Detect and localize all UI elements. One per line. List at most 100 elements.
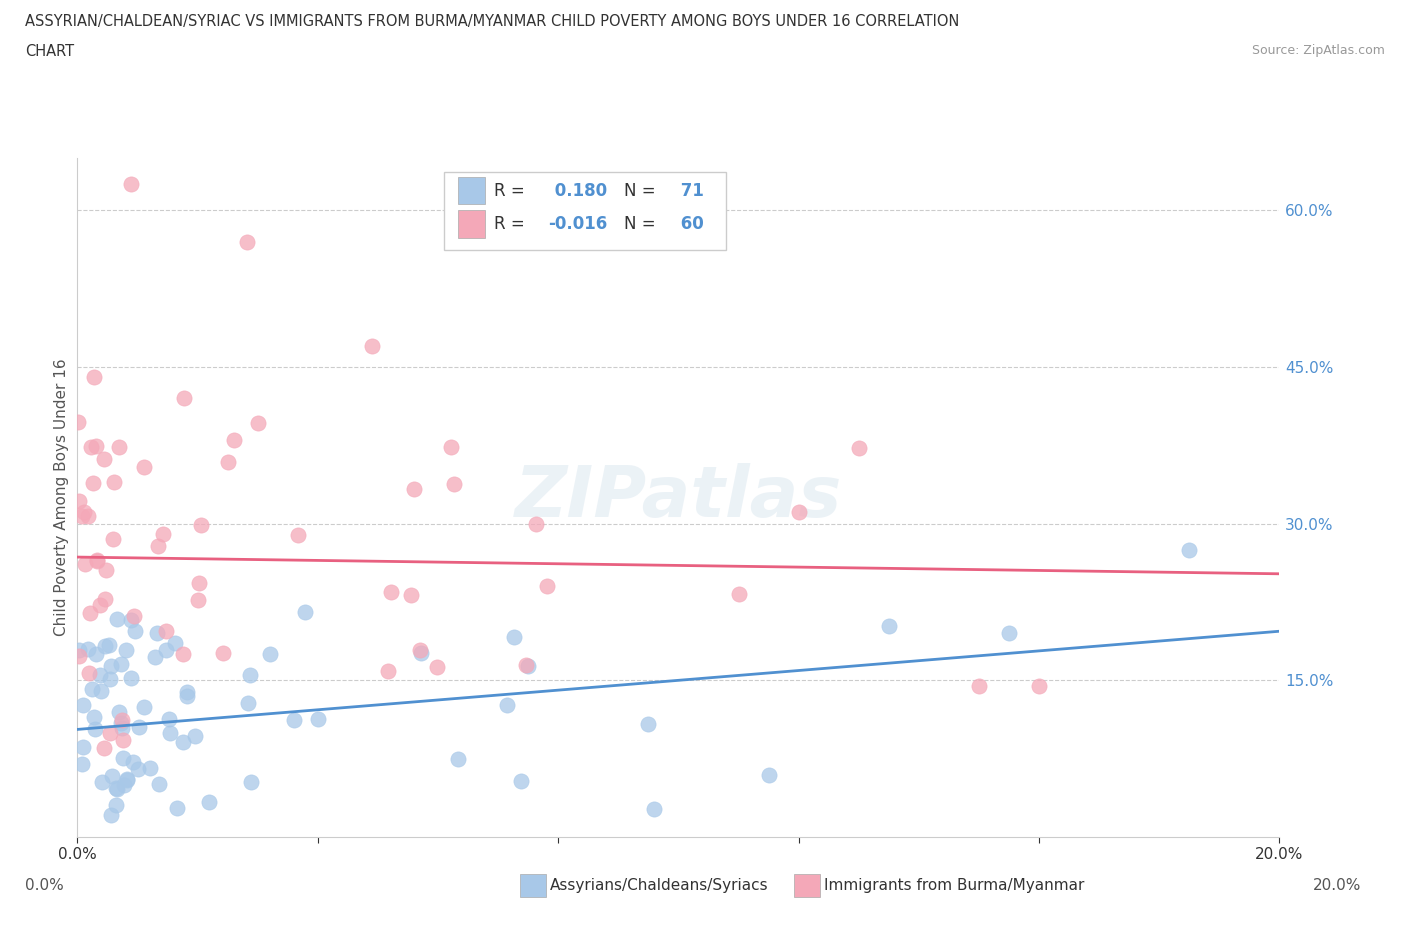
Point: [157, 712, 180, 727]
Point: [79, 665, 101, 680]
Point: [510, 773, 533, 788]
Point: [380, 585, 402, 600]
Point: [155, 643, 177, 658]
Point: [110, 715, 132, 730]
Point: [93, 639, 115, 654]
Text: N =: N =: [624, 181, 657, 200]
Point: [176, 688, 198, 703]
Point: [132, 699, 155, 714]
Point: [173, 391, 195, 405]
Point: [98, 725, 121, 740]
Point: [97, 637, 120, 652]
Text: R =: R =: [495, 215, 526, 232]
Point: [148, 777, 170, 791]
Point: [637, 716, 659, 731]
Point: [67, 649, 90, 664]
Point: [108, 439, 131, 454]
Point: [496, 698, 519, 712]
Text: ASSYRIAN/CHALDEAN/SYRIAC VS IMMIGRANTS FROM BURMA/MYANMAR CHILD POVERTY AMONG BO: ASSYRIAN/CHALDEAN/SYRIAC VS IMMIGRANTS F…: [25, 14, 960, 29]
Point: [217, 455, 239, 470]
Point: [190, 517, 212, 532]
Point: [89, 597, 111, 612]
Point: [998, 626, 1021, 641]
Bar: [444, 172, 727, 250]
Point: [66, 415, 89, 430]
Point: [360, 339, 382, 353]
Point: [83, 722, 105, 737]
Point: [101, 769, 124, 784]
Text: -0.016: -0.016: [548, 215, 607, 232]
Point: [105, 612, 128, 627]
Point: [188, 576, 211, 591]
Point: [848, 441, 870, 456]
Point: [1028, 678, 1050, 693]
Point: [79, 605, 101, 620]
Text: CHART: CHART: [25, 44, 75, 59]
Point: [80, 682, 103, 697]
Point: [967, 678, 990, 693]
Point: [100, 807, 122, 822]
Point: [111, 751, 134, 765]
Point: [146, 626, 169, 641]
Point: [787, 505, 810, 520]
Point: [117, 773, 139, 788]
Point: [104, 797, 127, 812]
Point: [100, 658, 122, 673]
Point: [122, 608, 145, 623]
Point: [426, 659, 449, 674]
Text: 71: 71: [675, 181, 703, 200]
Text: R =: R =: [495, 181, 526, 200]
Point: [515, 658, 537, 672]
Bar: [458, 210, 485, 237]
Point: [163, 635, 186, 650]
Point: [236, 234, 259, 249]
Point: [67, 643, 90, 658]
Point: [247, 416, 270, 431]
Point: [82, 476, 104, 491]
Point: [127, 762, 149, 777]
Point: [443, 476, 465, 491]
Point: [402, 482, 425, 497]
Point: [239, 774, 262, 789]
Point: [758, 767, 780, 782]
Point: [98, 671, 121, 686]
Point: [211, 645, 233, 660]
Text: N =: N =: [624, 215, 657, 232]
Text: Immigrants from Burma/Myanmar: Immigrants from Burma/Myanmar: [824, 878, 1084, 893]
Point: [877, 618, 900, 633]
Bar: [458, 177, 485, 205]
Point: [159, 725, 181, 740]
Point: [399, 587, 422, 602]
Point: [110, 657, 132, 671]
Point: [283, 712, 305, 727]
Point: [86, 552, 108, 567]
Point: [103, 531, 125, 546]
Point: [112, 733, 135, 748]
Point: [643, 802, 665, 817]
Point: [72, 698, 94, 712]
Point: [70, 509, 93, 524]
Text: 0.0%: 0.0%: [25, 878, 65, 893]
Point: [155, 624, 177, 639]
Point: [238, 696, 260, 711]
Point: [94, 563, 117, 578]
Point: [172, 734, 194, 749]
Point: [377, 664, 399, 679]
Point: [224, 432, 246, 447]
Point: [90, 774, 112, 789]
Point: [76, 642, 98, 657]
Point: [440, 439, 463, 454]
Point: [84, 646, 107, 661]
Point: [524, 517, 547, 532]
Point: [447, 751, 470, 766]
Point: [72, 739, 94, 754]
Point: [120, 177, 142, 192]
Point: [139, 761, 162, 776]
Point: [128, 719, 150, 734]
Point: [259, 646, 281, 661]
Text: ZIPatlas: ZIPatlas: [515, 463, 842, 532]
Point: [93, 741, 115, 756]
Point: [120, 613, 142, 628]
Point: [104, 781, 127, 796]
Point: [184, 728, 207, 743]
